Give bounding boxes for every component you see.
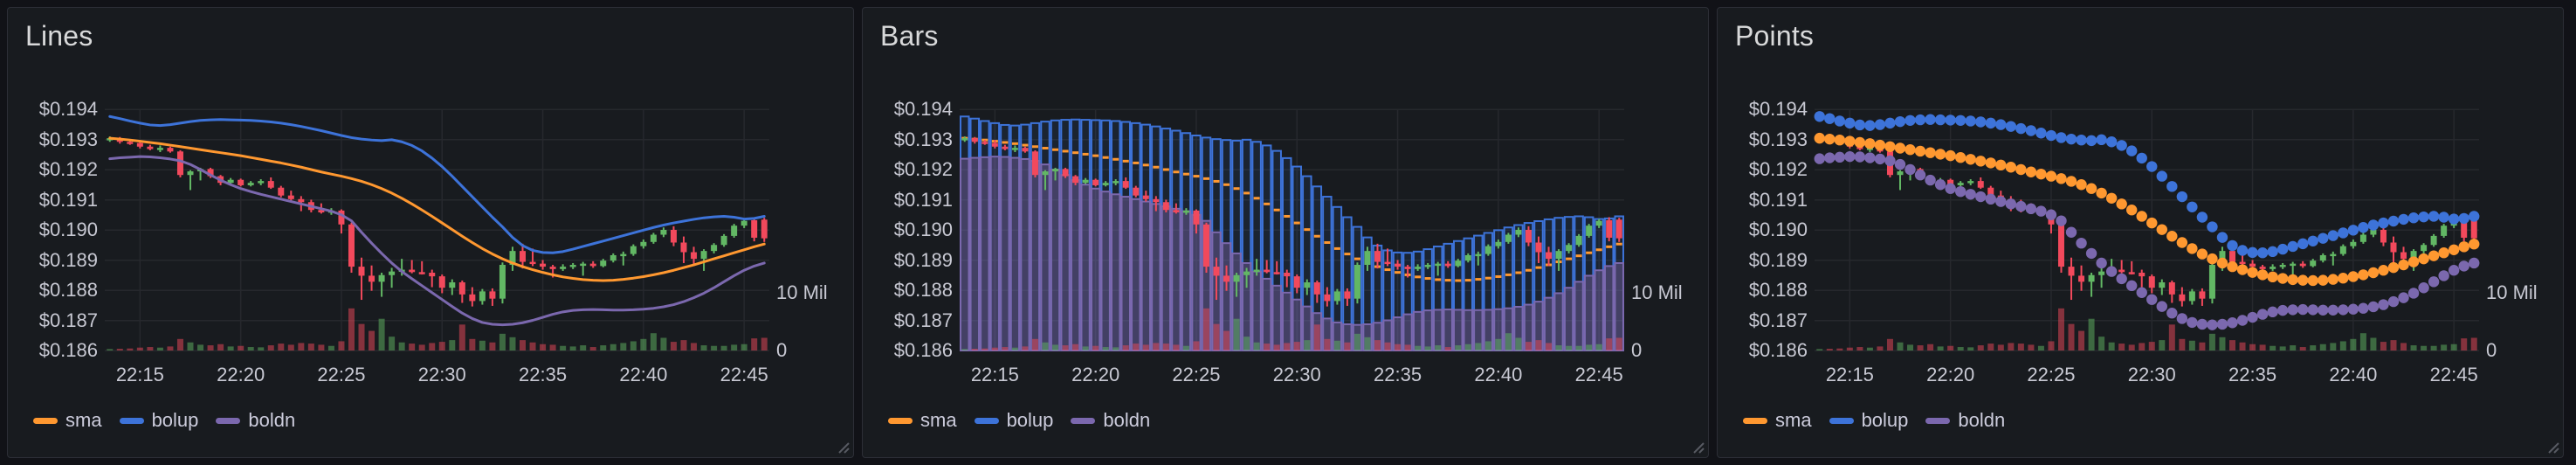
x-axis-label: 22:45 — [1574, 364, 1623, 385]
x-axis-label: 22:30 — [1272, 364, 1321, 385]
x-axis-label: 22:25 — [317, 364, 366, 385]
y-axis-label: $0.186 — [1748, 339, 1808, 361]
y-axis-label: $0.189 — [38, 248, 98, 271]
legend-label: boldn — [1958, 409, 2006, 431]
legend-swatch-icon — [1925, 417, 1951, 424]
y-axis-label: $0.193 — [1748, 128, 1808, 150]
legend-item-boldn[interactable]: boldn — [1071, 406, 1150, 434]
chart-canvas[interactable] — [863, 8, 1708, 457]
y-axis-label: $0.187 — [1748, 309, 1808, 331]
legend-label: boldn — [1103, 409, 1151, 431]
y-axis-label: $0.187 — [893, 309, 953, 331]
y-axis-label: $0.189 — [893, 248, 953, 271]
y-axis-label: $0.194 — [1748, 98, 1808, 120]
y-axis-label: $0.191 — [893, 188, 953, 211]
legend-swatch-icon — [33, 417, 58, 424]
legend-item-sma[interactable]: sma — [33, 406, 102, 434]
x-axis-label: 22:35 — [519, 364, 568, 385]
x-axis-label: 22:40 — [2329, 364, 2378, 385]
volume-axis-label: 10 Mil — [2486, 281, 2538, 303]
y-axis-label: $0.191 — [1748, 188, 1808, 211]
x-axis-label: 22:40 — [619, 364, 668, 385]
legend-label: sma — [920, 409, 957, 431]
x-axis-label: 22:30 — [417, 364, 466, 385]
y-axis-label: $0.189 — [1748, 248, 1808, 271]
y-axis-label: $0.194 — [893, 98, 953, 120]
y-axis-label: $0.186 — [893, 339, 953, 361]
x-axis-label: 22:45 — [720, 364, 768, 385]
legend-label: bolup — [151, 409, 199, 431]
y-axis-label: $0.192 — [38, 158, 98, 180]
legend-item-sma[interactable]: sma — [1743, 406, 1812, 434]
legend-item-bolup[interactable]: bolup — [1829, 406, 1909, 434]
legend: sma bolup boldn — [888, 406, 1150, 434]
panel-resize-handle-icon[interactable] — [2547, 441, 2559, 454]
panel-lines: Lines $0.194$0.193$0.192$0.191$0.190$0.1… — [7, 7, 854, 458]
x-axis-label: 22:20 — [1071, 364, 1120, 385]
x-axis-label: 22:35 — [1374, 364, 1422, 385]
y-axis-label: $0.190 — [38, 219, 98, 240]
x-axis-label: 22:20 — [1926, 364, 1975, 385]
y-axis-label: $0.193 — [893, 128, 953, 150]
panel-points: Points $0.194$0.193$0.192$0.191$0.190$0.… — [1717, 7, 2564, 458]
panel-resize-handle-icon[interactable] — [1692, 441, 1705, 454]
y-axis-label: $0.194 — [38, 98, 98, 120]
legend-swatch-icon — [1071, 417, 1096, 424]
legend-swatch-icon — [888, 417, 913, 424]
y-axis-label: $0.188 — [893, 279, 953, 301]
legend-item-boldn[interactable]: boldn — [1925, 406, 2005, 434]
legend-swatch-icon — [216, 417, 241, 424]
legend-label: sma — [65, 409, 102, 431]
legend-label: bolup — [1006, 409, 1054, 431]
y-axis-label: $0.190 — [893, 219, 953, 240]
legend-swatch-icon — [974, 417, 999, 424]
volume-axis-label: 0 — [776, 339, 788, 361]
y-axis-label: $0.188 — [38, 279, 98, 301]
legend-item-bolup[interactable]: bolup — [119, 406, 199, 434]
chart-canvas[interactable] — [8, 8, 853, 457]
x-axis-label: 22:45 — [2429, 364, 2478, 385]
x-axis-label: 22:30 — [2127, 364, 2176, 385]
legend-label: bolup — [1861, 409, 1909, 431]
legend-swatch-icon — [1743, 417, 1767, 424]
x-axis-label: 22:40 — [1474, 364, 1523, 385]
y-axis-label: $0.192 — [1748, 158, 1808, 180]
y-axis-label: $0.191 — [38, 188, 98, 211]
y-axis-label: $0.186 — [38, 339, 98, 361]
y-axis-label: $0.188 — [1748, 279, 1808, 301]
panel-resize-handle-icon[interactable] — [837, 441, 850, 454]
panel-bars: Bars $0.194$0.193$0.192$0.191$0.190$0.18… — [862, 7, 1709, 458]
x-axis-label: 22:25 — [2027, 364, 2076, 385]
y-axis-label: $0.190 — [1748, 219, 1808, 240]
x-axis-label: 22:15 — [115, 364, 164, 385]
volume-axis-label: 10 Mil — [776, 281, 828, 303]
legend-swatch-icon — [1829, 417, 1854, 424]
x-axis-label: 22:15 — [1825, 364, 1874, 385]
y-axis-label: $0.192 — [893, 158, 953, 180]
volume-axis-label: 0 — [1631, 339, 1643, 361]
volume-axis-label: 10 Mil — [1631, 281, 1683, 303]
legend-label: boldn — [248, 409, 296, 431]
legend-label: sma — [1775, 409, 1812, 431]
chart-canvas[interactable] — [1718, 8, 2563, 457]
legend: sma bolup boldn — [1743, 406, 2005, 434]
x-axis-label: 22:35 — [2228, 364, 2277, 385]
volume-axis-label: 0 — [2486, 339, 2497, 361]
legend-item-bolup[interactable]: bolup — [974, 406, 1054, 434]
x-axis-label: 22:25 — [1172, 364, 1221, 385]
x-axis-label: 22:20 — [217, 364, 265, 385]
legend-item-sma[interactable]: sma — [888, 406, 957, 434]
x-axis-label: 22:15 — [970, 364, 1019, 385]
y-axis-label: $0.187 — [38, 309, 98, 331]
y-axis-label: $0.193 — [38, 128, 98, 150]
legend-item-boldn[interactable]: boldn — [216, 406, 295, 434]
legend-swatch-icon — [119, 417, 144, 424]
legend: sma bolup boldn — [33, 406, 295, 434]
